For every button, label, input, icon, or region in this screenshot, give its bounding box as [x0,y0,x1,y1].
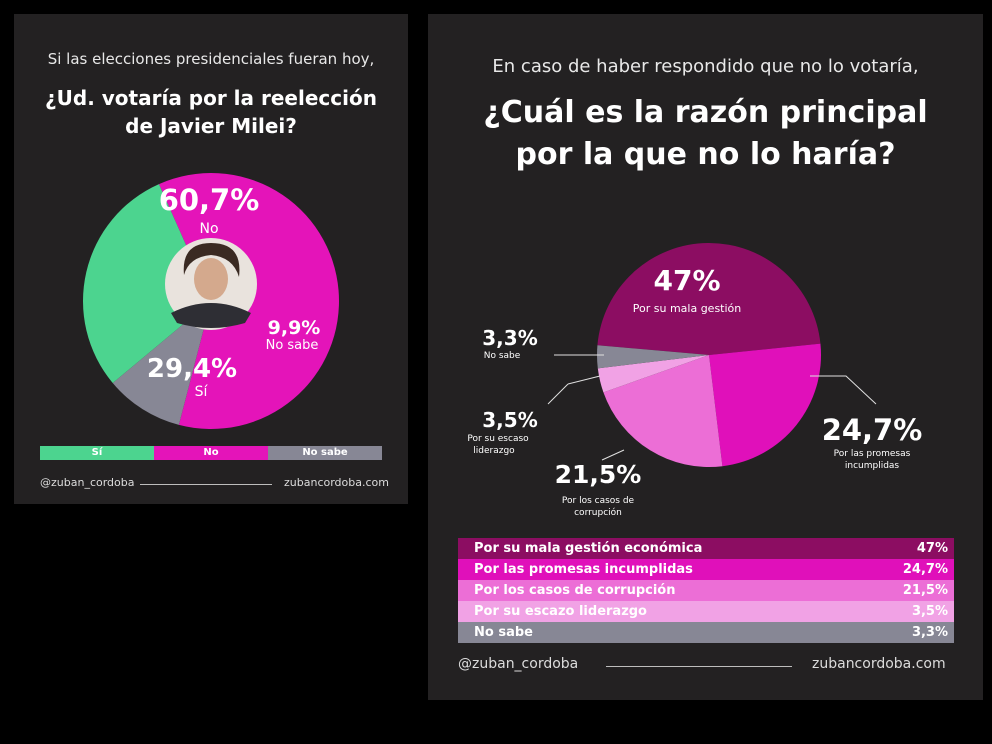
legend: Sí No No sabe [40,446,382,460]
table-row-label: Por su mala gestión económica [474,541,703,556]
label-no-sabe-name: No sabe [266,338,319,353]
table-row: Por su mala gestión económica 47% [458,538,954,559]
slice-promesas [709,343,821,467]
table-row-label: Por los casos de corrupción [474,583,676,598]
label-si-name: Sí [195,384,209,400]
left-title-line2: de Javier Milei? [125,114,297,138]
leader-corrupcion [601,449,625,461]
slice-liderazgo [597,355,709,393]
left-poll-panel: Si las elecciones presidenciales fueran … [14,14,408,504]
legend-si: Sí [40,446,154,460]
table-row-value: 24,7% [902,562,948,577]
table-row-label: Por las promesas incumplidas [474,562,693,577]
label-no-value: 60,7% [159,183,260,217]
label-liderazgo-value: 3,5% [482,408,537,432]
label-no-sabe-value: 3,3% [482,326,537,350]
candidate-photo [165,238,257,330]
label-no-sabe-value: 9,9% [268,317,321,339]
table-row: Por su escazo liderazgo 3,5% [458,601,954,622]
right-footer-divider [606,666,792,667]
slice-no-sabe [112,301,211,425]
slice-mala-gestion [597,243,821,355]
label-promesas-value: 24,7% [822,413,923,447]
table-row-value: 47% [916,541,948,556]
label-promesas-name-1: Por las promesas [834,449,911,459]
left-title-line1: ¿Ud. votaría por la reelección [45,86,377,110]
reasons-table: Por su mala gestión económica 47% Por las … [458,538,954,643]
label-mala-gestion-value: 47% [653,264,720,297]
label-si-value: 29,4% [147,354,237,384]
table-row-value: 21,5% [902,583,948,598]
table-row: Por los casos de corrupción 21,5% [458,580,954,601]
leader-promesas [810,375,877,405]
table-row-label: No sabe [474,625,533,640]
label-corrupcion-name-1: Por los casos de [562,496,635,506]
slice-corrupcion [603,355,723,467]
slice-si [83,184,211,384]
label-no-name: No [199,221,218,237]
slice-no-sabe [597,345,709,369]
right-title-line1: ¿Cuál es la razón principal [483,95,928,130]
right-subtitle: En caso de haber respondido que no lo vo… [492,56,919,77]
right-poll-panel: En caso de haber respondido que no lo vo… [428,14,983,700]
footer-site: zubancordoba.com [284,476,389,489]
footer-handle: @zuban_cordoba [40,476,135,489]
reelection-pie-chart: 60,7% No 9,9%No sabe 29,4%Sí [83,173,339,429]
table-row-label: Por su escazo liderazgo [474,604,647,619]
right-footer-site: zubancordoba.com [812,656,946,672]
table-row-value: 3,3% [911,625,948,640]
right-title-line2: por la que no lo haría? [515,137,896,172]
label-corrupcion-name-2: corrupción [574,507,622,518]
label-mala-gestion-name: Por su mala gestión [633,302,742,315]
leader-liderazgo [547,383,569,405]
label-corrupcion-value: 21,5% [555,460,642,489]
label-liderazgo-name-1: Por su escaso [467,434,529,444]
label-no-sabe-name: No sabe [484,351,521,361]
label-promesas-name-2: incumplidas [845,461,900,471]
table-row: Por las promesas incumplidas 24,7% [458,559,954,580]
legend-no: No [154,446,268,460]
table-row: No sabe 3,3% [458,622,954,643]
legend-no-sabe: No sabe [268,446,382,460]
table-row-value: 3,5% [911,604,948,619]
footer-divider [140,484,272,485]
right-title: ¿Cuál es la razón principal por la que n… [428,92,983,176]
label-liderazgo-name-2: liderazgo [473,446,515,456]
reasons-pie-chart: 47% Por su mala gestión 24,7% Por las prome… [467,243,923,518]
left-subtitle: Si las elecciones presidenciales fueran … [47,50,375,68]
left-title: ¿Ud. votaría por la reelección de Javier… [14,84,408,140]
leader-liderazgo-2 [567,375,601,385]
right-footer-handle: @zuban_cordoba [458,656,579,672]
